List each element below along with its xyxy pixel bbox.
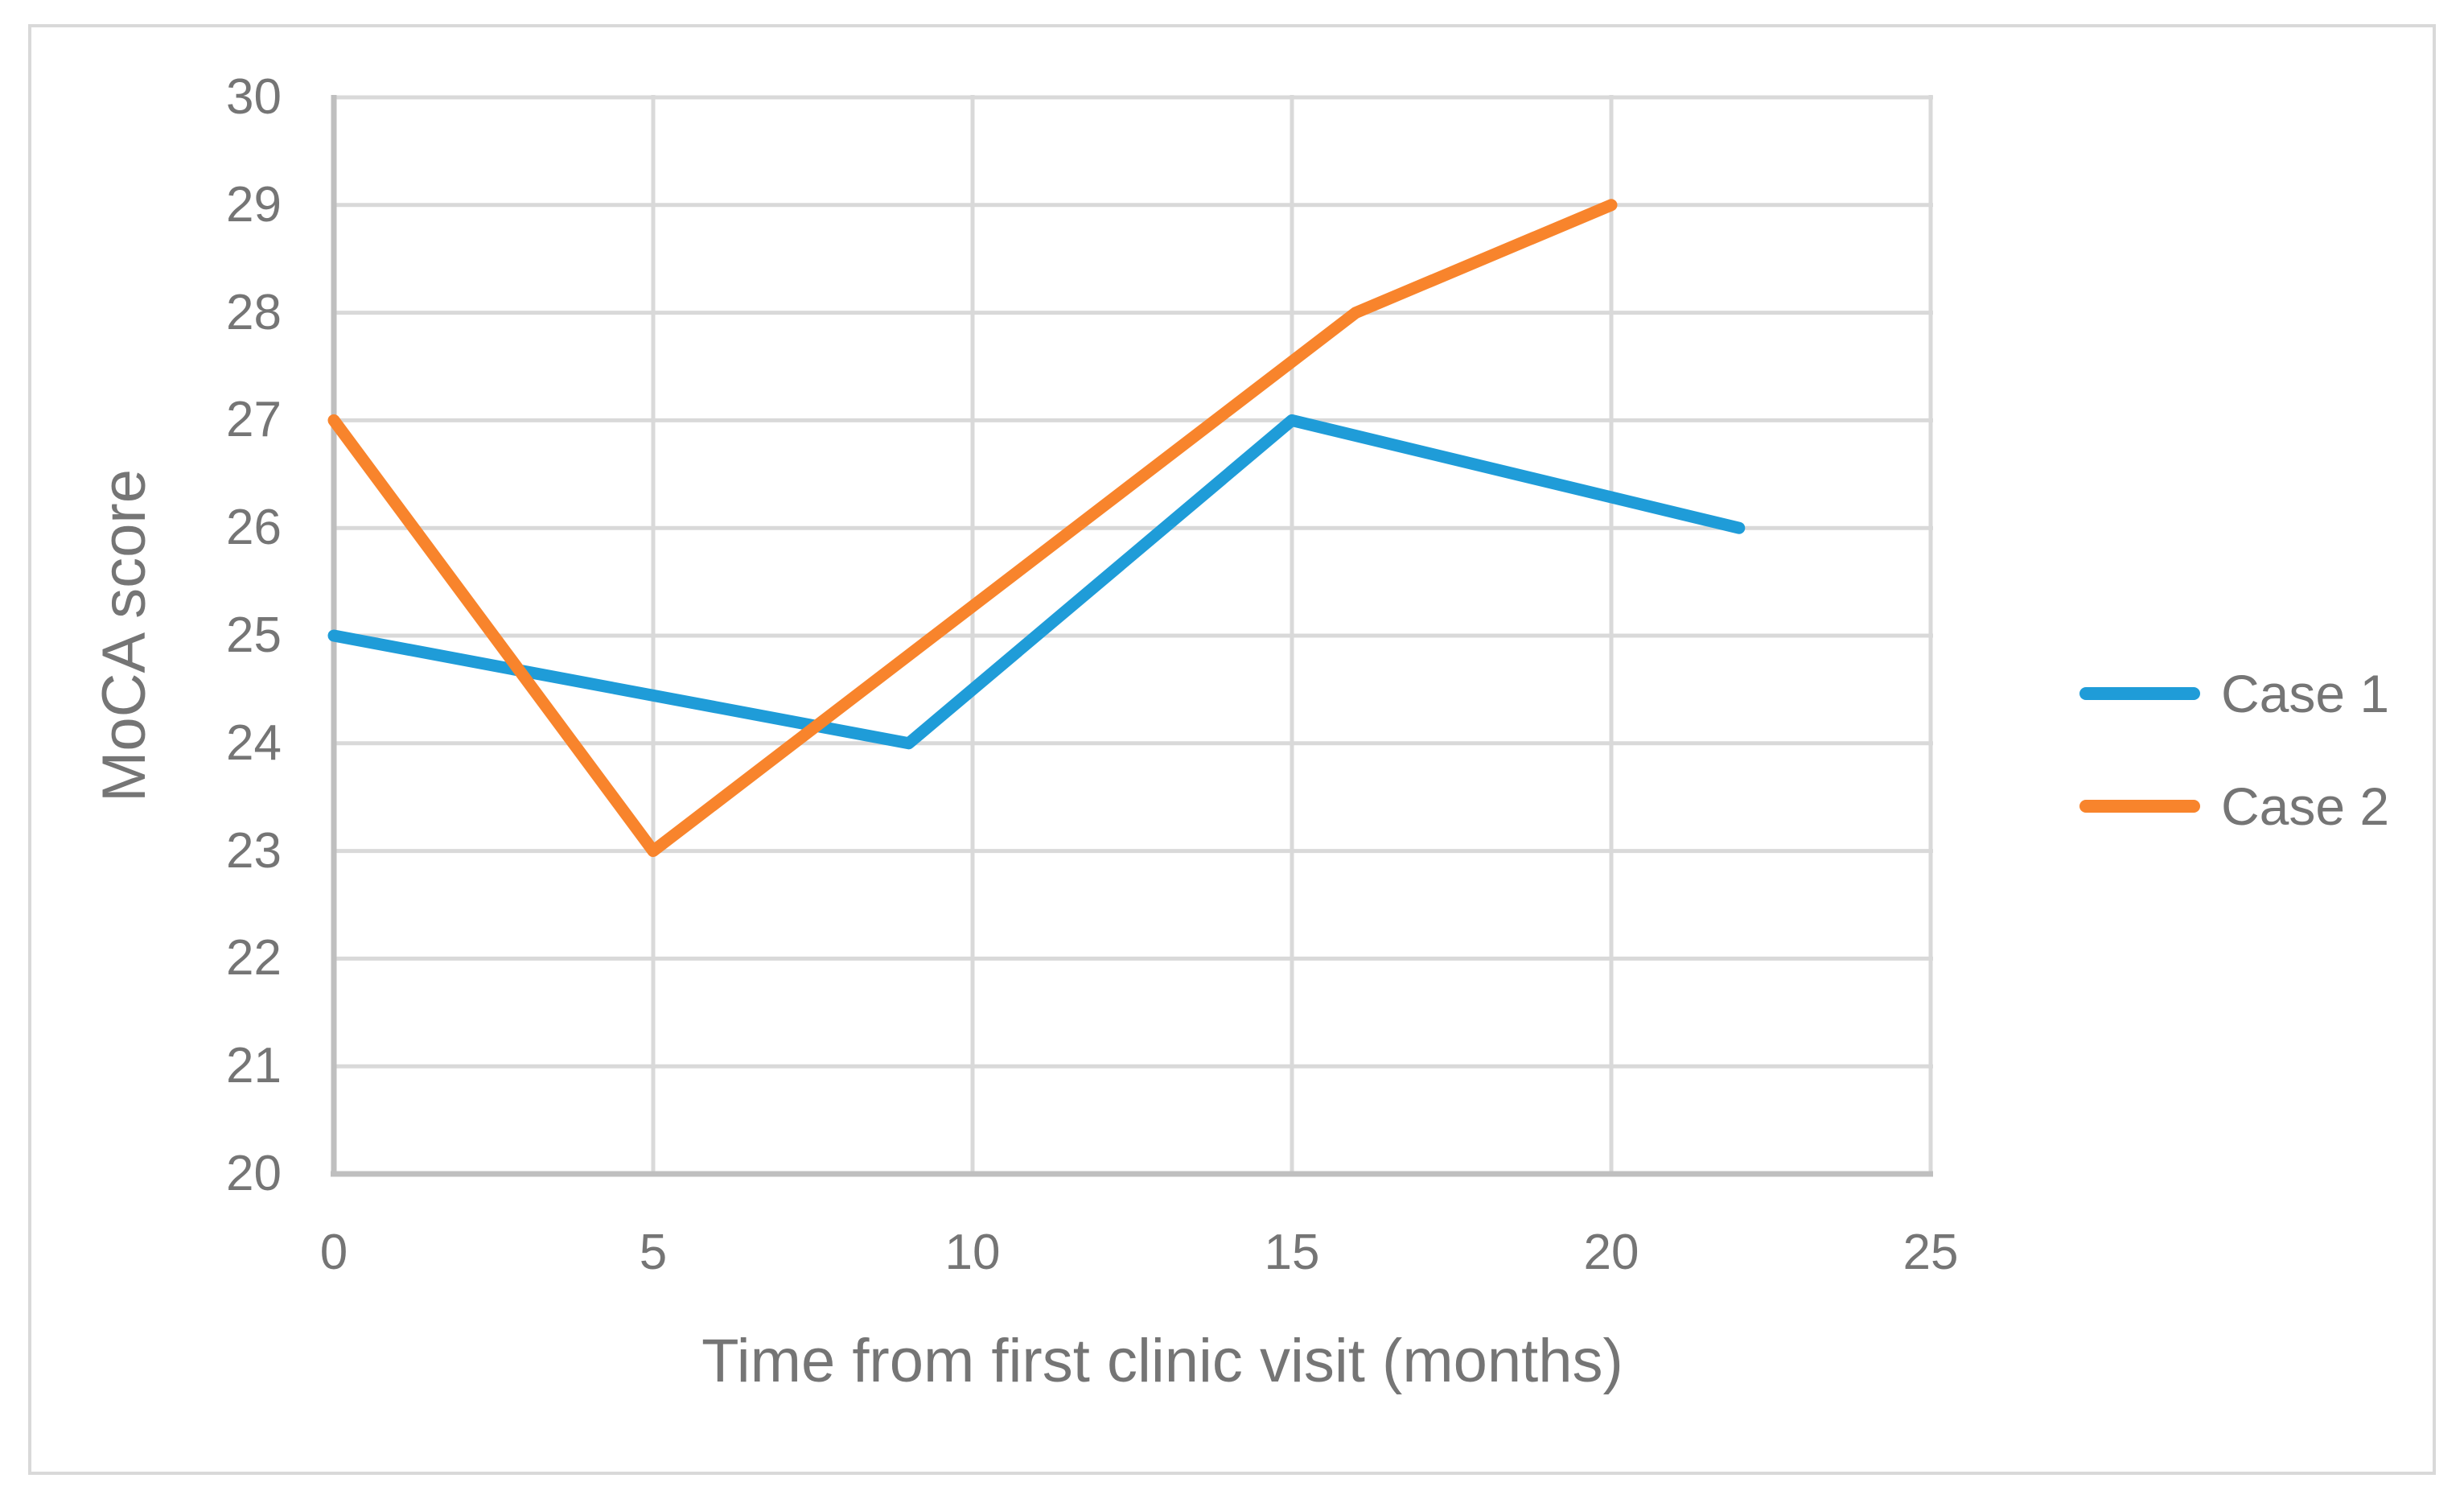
y-tick-label: 30 bbox=[226, 69, 282, 125]
x-tick-label: 15 bbox=[1264, 1225, 1320, 1280]
legend-label-case-2: Case 2 bbox=[2221, 776, 2390, 836]
x-tick-label: 25 bbox=[1903, 1225, 1959, 1280]
y-tick-label: 23 bbox=[226, 822, 282, 879]
y-tick-label: 25 bbox=[226, 607, 282, 663]
y-tick-label: 28 bbox=[226, 284, 282, 340]
series-line-case-1 bbox=[327, 414, 1746, 750]
y-tick-label: 20 bbox=[226, 1146, 282, 1201]
y-tick-label: 29 bbox=[226, 176, 282, 233]
legend-item-case-2: Case 2 bbox=[2079, 778, 2389, 834]
x-tick-label: 0 bbox=[319, 1225, 348, 1280]
legend-item-case-1: Case 1 bbox=[2079, 665, 2389, 722]
y-tick-label: 26 bbox=[226, 500, 282, 556]
y-tick-label: 21 bbox=[226, 1038, 282, 1094]
y-tick-label: 22 bbox=[226, 930, 282, 986]
series-line-case-2 bbox=[327, 199, 1618, 858]
y-tick-label: 24 bbox=[226, 714, 282, 771]
legend-swatch-case-1 bbox=[2079, 687, 2200, 700]
chart-outer-frame bbox=[28, 24, 2436, 1475]
legend-swatch-case-2 bbox=[2079, 800, 2200, 813]
y-tick-label: 27 bbox=[226, 392, 282, 448]
x-tick-label: 10 bbox=[944, 1225, 1001, 1280]
x-tick-label: 5 bbox=[639, 1225, 668, 1280]
y-axis-title: MoCA score bbox=[90, 469, 158, 802]
x-axis-title: Time from first clinic visit (months) bbox=[701, 1327, 1623, 1395]
legend: Case 1 Case 2 bbox=[2079, 0, 2441, 1499]
x-tick-label: 20 bbox=[1583, 1225, 1639, 1280]
legend-label-case-1: Case 1 bbox=[2221, 664, 2390, 723]
